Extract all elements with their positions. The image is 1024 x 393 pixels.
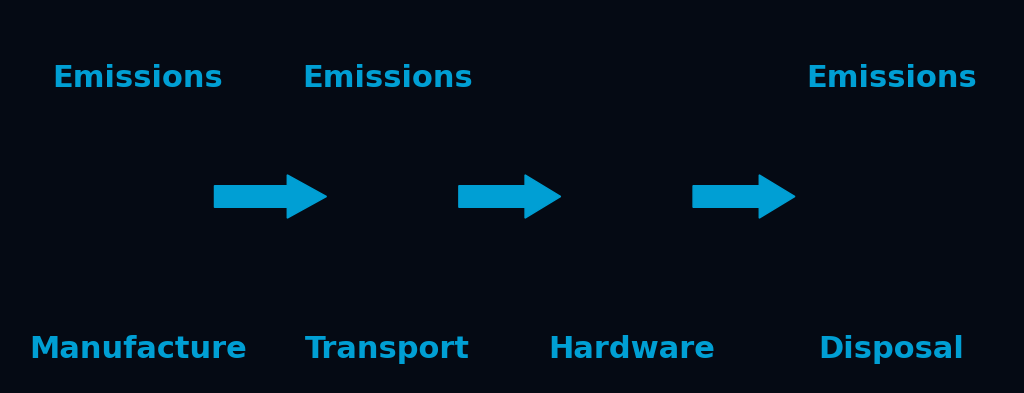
Text: Disposal: Disposal xyxy=(818,335,965,364)
Text: Emissions: Emissions xyxy=(52,64,223,93)
Polygon shape xyxy=(459,175,561,218)
Text: Hardware: Hardware xyxy=(549,335,716,364)
Text: Transport: Transport xyxy=(305,335,470,364)
Polygon shape xyxy=(693,175,795,218)
Polygon shape xyxy=(214,175,327,218)
Text: Manufacture: Manufacture xyxy=(30,335,247,364)
Text: Emissions: Emissions xyxy=(806,64,977,93)
Text: Emissions: Emissions xyxy=(302,64,473,93)
